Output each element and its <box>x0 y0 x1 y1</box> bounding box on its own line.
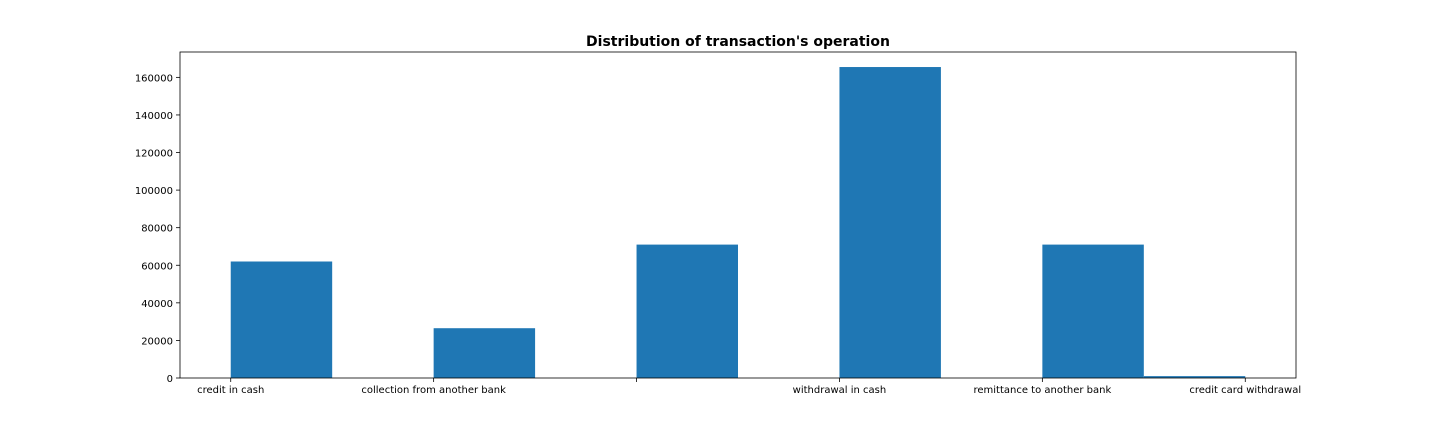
y-tick-label-5: 100000 <box>135 186 173 197</box>
x-axis: credit in cash collection from another ba… <box>197 378 1301 396</box>
bar-5 <box>1143 376 1246 378</box>
y-tick-label-1: 20000 <box>141 336 173 347</box>
y-tick-label-0: 0 <box>167 374 173 385</box>
y-axis: 0 20000 40000 60000 80000 100000 120000 140000 1… <box>135 73 180 385</box>
bar-3 <box>839 67 941 378</box>
x-tick-label-5: credit card withdrawal <box>1189 385 1301 396</box>
x-tick-label-0: credit in cash <box>197 385 264 396</box>
x-tick-label-4: remittance to another bank <box>973 385 1111 396</box>
x-tick-label-3: withdrawal in cash <box>793 385 887 396</box>
plot-frame <box>179 51 1297 379</box>
bar-0 <box>230 261 333 378</box>
x-tick-label-1: collection from another bank <box>361 385 506 396</box>
bars-group <box>230 67 1246 378</box>
y-tick-label-6: 120000 <box>135 149 173 160</box>
chart-title: Distribution of transaction's operation <box>586 34 890 50</box>
y-tick-label-2: 40000 <box>141 299 173 310</box>
bar-4 <box>1042 244 1144 378</box>
bar-2 <box>636 244 738 378</box>
y-tick-label-8: 160000 <box>135 73 173 84</box>
y-tick-label-3: 60000 <box>141 261 173 272</box>
y-tick-label-7: 140000 <box>135 111 173 122</box>
bar-1 <box>433 328 536 378</box>
y-tick-label-4: 80000 <box>141 224 173 235</box>
